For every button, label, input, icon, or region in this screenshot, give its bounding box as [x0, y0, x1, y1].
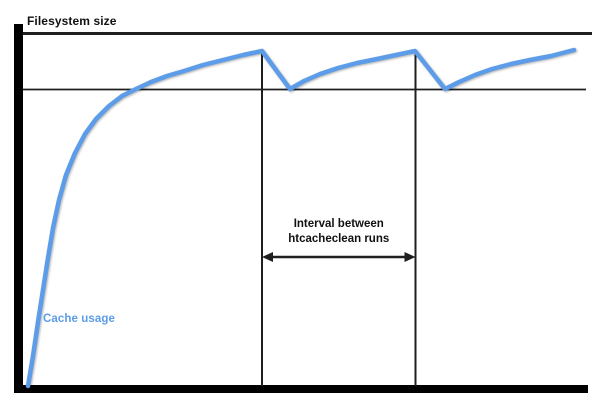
- x-axis: [14, 385, 588, 393]
- filesystem-size-label: Filesystem size: [27, 14, 117, 28]
- cache-usage-curve: [25, 47, 577, 389]
- interval-label: Interval between htcacheclean runs: [262, 217, 416, 246]
- interval-arrow: [262, 252, 416, 262]
- arrow-head-left-icon: [262, 252, 273, 262]
- interval-label-line1: Interval between: [293, 218, 384, 230]
- interval-label-line2: htcacheclean runs: [288, 232, 390, 245]
- arrow-head-right-icon: [404, 252, 416, 262]
- cache-usage-label: Cache usage: [43, 313, 116, 325]
- y-axis: [14, 24, 23, 393]
